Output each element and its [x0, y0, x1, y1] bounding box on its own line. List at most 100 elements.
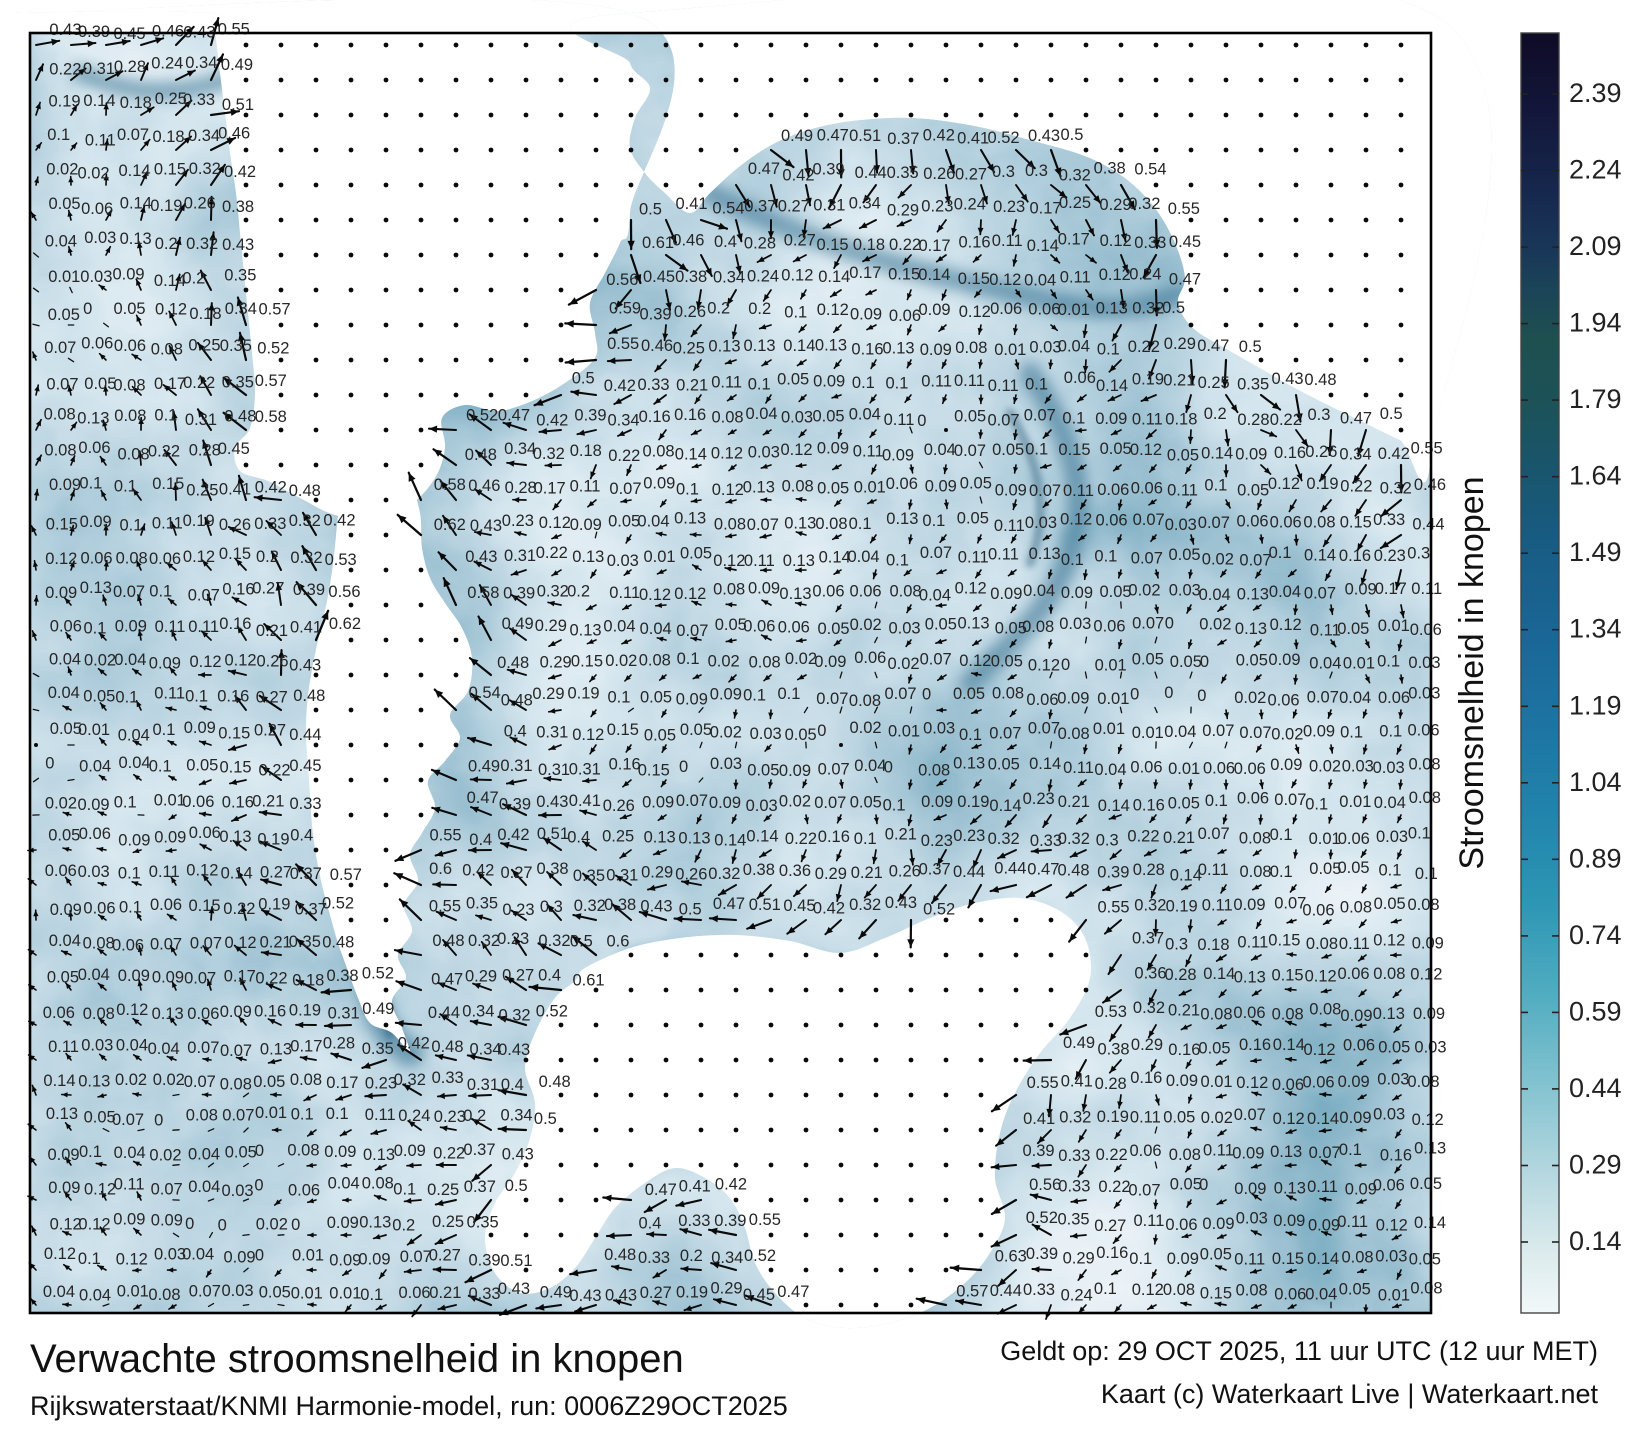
svg-text:0.35: 0.35	[467, 1213, 499, 1231]
svg-text:0.16: 0.16	[219, 615, 251, 633]
svg-text:0.32: 0.32	[538, 932, 570, 950]
svg-text:1.64: 1.64	[1569, 461, 1622, 491]
svg-text:0.1: 0.1	[1379, 862, 1402, 880]
svg-text:0.11: 0.11	[1234, 1251, 1265, 1269]
svg-text:0.42: 0.42	[604, 377, 636, 395]
svg-text:0.47: 0.47	[1027, 860, 1059, 878]
svg-text:0.61: 0.61	[642, 234, 674, 252]
svg-text:0.04: 0.04	[188, 1145, 220, 1163]
svg-text:0.13: 0.13	[953, 754, 985, 772]
svg-text:0.2: 0.2	[680, 1247, 703, 1265]
svg-text:0.89: 0.89	[1569, 843, 1622, 873]
svg-text:0.1: 0.1	[1097, 341, 1120, 359]
svg-text:0.09: 0.09	[220, 1003, 252, 1021]
svg-text:0.07: 0.07	[920, 650, 952, 668]
svg-text:0.2: 0.2	[1204, 405, 1227, 423]
svg-text:0.09: 0.09	[990, 585, 1022, 603]
svg-text:0.14: 0.14	[1304, 547, 1336, 565]
svg-text:0.32: 0.32	[1134, 896, 1166, 914]
svg-text:0.06: 0.06	[743, 617, 775, 635]
svg-text:0.03: 0.03	[746, 797, 778, 815]
svg-text:0.45: 0.45	[783, 897, 815, 915]
svg-text:0.39: 0.39	[293, 581, 325, 599]
svg-text:0.41: 0.41	[1023, 1110, 1055, 1128]
svg-text:0.08: 0.08	[83, 1005, 115, 1023]
svg-text:0.32: 0.32	[1058, 830, 1090, 848]
svg-text:0.13: 0.13	[708, 337, 740, 355]
svg-text:0.43: 0.43	[605, 1286, 637, 1304]
svg-text:0.13: 0.13	[1029, 545, 1061, 563]
svg-text:0.39: 0.39	[813, 161, 845, 179]
svg-text:0.1: 0.1	[1270, 826, 1293, 844]
svg-text:0.5: 0.5	[505, 1177, 528, 1195]
svg-text:0.49: 0.49	[502, 615, 534, 633]
svg-text:0.21: 0.21	[429, 1284, 461, 1302]
svg-text:0.01: 0.01	[1378, 1287, 1410, 1305]
svg-text:0.03: 0.03	[1376, 828, 1408, 846]
svg-text:0.31: 0.31	[813, 197, 845, 215]
svg-text:0.48: 0.48	[604, 1246, 636, 1264]
svg-text:2.09: 2.09	[1569, 231, 1622, 261]
svg-text:0.39: 0.39	[714, 1212, 746, 1230]
svg-text:0.12: 0.12	[1305, 968, 1337, 986]
svg-text:0.16: 0.16	[254, 1003, 286, 1021]
svg-text:0.08: 0.08	[186, 1106, 218, 1124]
svg-text:0.04: 0.04	[1199, 586, 1231, 604]
svg-text:0.27: 0.27	[252, 579, 284, 597]
svg-text:0.62: 0.62	[434, 516, 466, 534]
svg-text:0.15: 0.15	[888, 266, 920, 284]
svg-text:0.01: 0.01	[1201, 1073, 1233, 1091]
svg-text:0.14: 0.14	[1203, 965, 1235, 983]
svg-text:0.3: 0.3	[992, 163, 1015, 181]
svg-text:0.13: 0.13	[363, 1146, 395, 1164]
svg-text:0.32: 0.32	[537, 583, 569, 601]
svg-text:0.13: 0.13	[572, 548, 604, 566]
svg-text:0.06: 0.06	[1378, 689, 1410, 707]
svg-text:0.43: 0.43	[289, 656, 321, 674]
svg-text:0.05: 0.05	[640, 689, 672, 707]
svg-text:1.49: 1.49	[1569, 537, 1622, 567]
svg-text:0.5: 0.5	[570, 932, 593, 950]
svg-text:0.4: 0.4	[469, 831, 492, 849]
svg-text:0.35: 0.35	[362, 1040, 394, 1058]
svg-text:0.05: 0.05	[957, 509, 989, 527]
svg-text:0.13: 0.13	[886, 510, 918, 528]
svg-text:0.16: 0.16	[1380, 1147, 1412, 1165]
svg-text:0.07: 0.07	[814, 794, 846, 812]
svg-text:0.58: 0.58	[467, 584, 499, 602]
svg-text:0.05: 0.05	[1132, 650, 1164, 668]
svg-text:0.03: 0.03	[1373, 1106, 1405, 1124]
svg-text:0.05: 0.05	[813, 407, 845, 425]
svg-text:0.41: 0.41	[676, 195, 708, 213]
svg-text:0.27: 0.27	[260, 863, 292, 881]
svg-text:0.05: 0.05	[992, 441, 1024, 459]
svg-text:0.16: 0.16	[1130, 1069, 1162, 1087]
svg-text:0.49: 0.49	[362, 1000, 394, 1018]
svg-text:0.43: 0.43	[885, 894, 917, 912]
svg-text:0.08: 0.08	[116, 549, 148, 567]
svg-text:0.33: 0.33	[469, 1285, 501, 1303]
svg-text:0.11: 0.11	[48, 1038, 79, 1056]
svg-text:0: 0	[254, 1177, 263, 1195]
svg-text:0.12: 0.12	[155, 301, 187, 319]
svg-text:0.16: 0.16	[222, 794, 254, 812]
svg-text:0.31: 0.31	[538, 761, 570, 779]
svg-text:0.07: 0.07	[1198, 825, 1230, 843]
svg-text:0.15: 0.15	[46, 515, 78, 533]
svg-text:0.07: 0.07	[1239, 551, 1271, 569]
svg-text:0.48: 0.48	[539, 1073, 571, 1091]
svg-text:0.12: 0.12	[1132, 1281, 1164, 1299]
svg-text:0.19: 0.19	[1097, 1108, 1129, 1126]
svg-text:0.02: 0.02	[115, 1071, 147, 1089]
svg-text:0.13: 0.13	[958, 615, 990, 633]
svg-text:0.1: 0.1	[1415, 865, 1438, 883]
svg-text:0.07: 0.07	[1309, 1144, 1341, 1162]
svg-text:0.4: 0.4	[639, 1214, 662, 1232]
svg-text:0.1: 0.1	[1094, 1280, 1117, 1298]
svg-text:0.1: 0.1	[1025, 440, 1048, 458]
svg-text:0.07: 0.07	[189, 1283, 221, 1301]
svg-text:0.1: 0.1	[849, 515, 872, 533]
svg-text:0.1: 0.1	[360, 1286, 383, 1304]
svg-text:0.43: 0.43	[49, 21, 81, 39]
svg-text:0.1: 0.1	[149, 582, 172, 600]
